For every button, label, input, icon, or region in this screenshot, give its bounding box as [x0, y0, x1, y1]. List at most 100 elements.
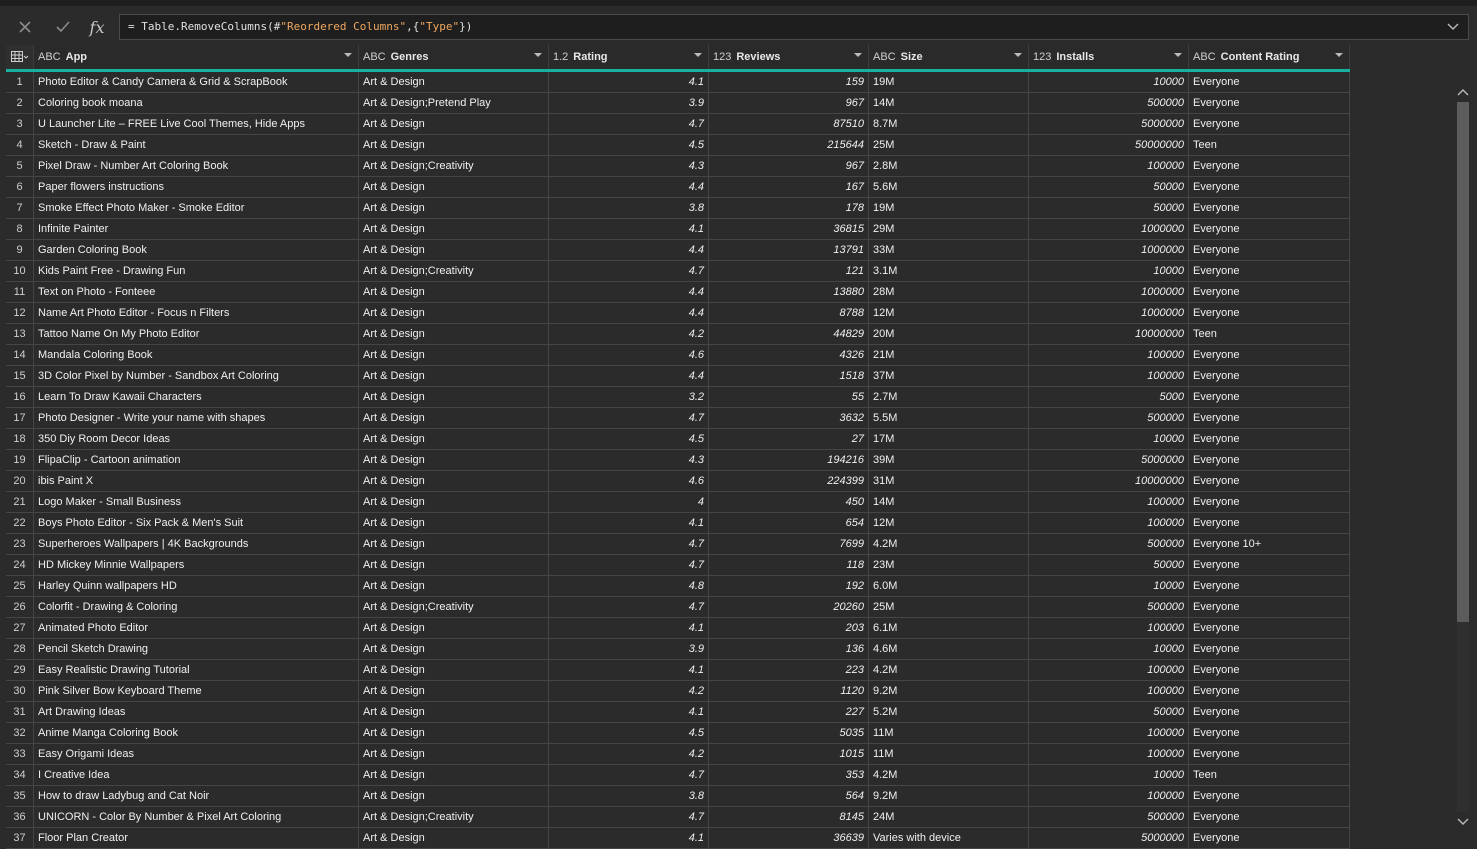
cell-installs[interactable]: 1000000: [1029, 303, 1189, 324]
cell-app[interactable]: Easy Origami Ideas: [34, 744, 359, 765]
cell-reviews[interactable]: 178: [709, 198, 869, 219]
cell-rating[interactable]: 4.7: [549, 555, 709, 576]
cell-rating[interactable]: 4.2: [549, 744, 709, 765]
cell-size[interactable]: 14M: [869, 492, 1029, 513]
cell-app[interactable]: HD Mickey Minnie Wallpapers: [34, 555, 359, 576]
cell-app[interactable]: Boys Photo Editor - Six Pack & Men's Sui…: [34, 513, 359, 534]
cell-rating[interactable]: 4.4: [549, 240, 709, 261]
cell-content-rating[interactable]: Everyone: [1189, 471, 1350, 492]
cell-installs[interactable]: 5000: [1029, 387, 1189, 408]
cell-genres[interactable]: Art & Design;Pretend Play: [359, 93, 549, 114]
cell-content-rating[interactable]: Everyone: [1189, 156, 1350, 177]
cell-size[interactable]: 19M: [869, 198, 1029, 219]
cell-app[interactable]: Tattoo Name On My Photo Editor: [34, 324, 359, 345]
cell-installs[interactable]: 5000000: [1029, 828, 1189, 849]
cell-app[interactable]: Photo Editor & Candy Camera & Grid & Scr…: [34, 72, 359, 93]
cell-genres[interactable]: Art & Design: [359, 450, 549, 471]
cell-size[interactable]: 31M: [869, 471, 1029, 492]
cell-genres[interactable]: Art & Design: [359, 471, 549, 492]
cell-reviews[interactable]: 1015: [709, 744, 869, 765]
cell-genres[interactable]: Art & Design: [359, 576, 549, 597]
row-number[interactable]: 21: [6, 492, 34, 513]
cell-rating[interactable]: 3.8: [549, 198, 709, 219]
row-number[interactable]: 9: [6, 240, 34, 261]
cell-app[interactable]: Mandala Coloring Book: [34, 345, 359, 366]
cell-app[interactable]: U Launcher Lite – FREE Live Cool Themes,…: [34, 114, 359, 135]
cell-rating[interactable]: 4.7: [549, 408, 709, 429]
cell-app[interactable]: Infinite Painter: [34, 219, 359, 240]
row-number[interactable]: 19: [6, 450, 34, 471]
cell-genres[interactable]: Art & Design;Creativity: [359, 597, 549, 618]
row-number[interactable]: 26: [6, 597, 34, 618]
cell-reviews[interactable]: 192: [709, 576, 869, 597]
cell-app[interactable]: Learn To Draw Kawaii Characters: [34, 387, 359, 408]
cell-installs[interactable]: 100000: [1029, 618, 1189, 639]
type-icon[interactable]: ABC: [38, 51, 61, 63]
cell-rating[interactable]: 4.6: [549, 471, 709, 492]
cell-genres[interactable]: Art & Design: [359, 618, 549, 639]
cell-content-rating[interactable]: Teen: [1189, 324, 1350, 345]
cell-reviews[interactable]: 450: [709, 492, 869, 513]
cell-genres[interactable]: Art & Design: [359, 786, 549, 807]
cell-rating[interactable]: 4.2: [549, 681, 709, 702]
cell-genres[interactable]: Art & Design: [359, 765, 549, 786]
cell-reviews[interactable]: 654: [709, 513, 869, 534]
cell-reviews[interactable]: 215644: [709, 135, 869, 156]
cell-genres[interactable]: Art & Design: [359, 534, 549, 555]
cell-reviews[interactable]: 20260: [709, 597, 869, 618]
cell-reviews[interactable]: 87510: [709, 114, 869, 135]
row-number[interactable]: 10: [6, 261, 34, 282]
cell-rating[interactable]: 3.2: [549, 387, 709, 408]
row-number[interactable]: 31: [6, 702, 34, 723]
cell-installs[interactable]: 1000000: [1029, 282, 1189, 303]
cell-installs[interactable]: 50000: [1029, 702, 1189, 723]
cell-genres[interactable]: Art & Design: [359, 723, 549, 744]
cell-rating[interactable]: 4.6: [549, 345, 709, 366]
row-number[interactable]: 29: [6, 660, 34, 681]
row-number[interactable]: 12: [6, 303, 34, 324]
cell-genres[interactable]: Art & Design: [359, 702, 549, 723]
cell-size[interactable]: 3.1M: [869, 261, 1029, 282]
cell-app[interactable]: Text on Photo - Fonteee: [34, 282, 359, 303]
cell-genres[interactable]: Art & Design: [359, 639, 549, 660]
cell-installs[interactable]: 10000: [1029, 576, 1189, 597]
cell-rating[interactable]: 4.3: [549, 450, 709, 471]
cell-content-rating[interactable]: Everyone: [1189, 639, 1350, 660]
cell-rating[interactable]: 3.9: [549, 639, 709, 660]
scroll-down-button[interactable]: [1455, 814, 1471, 830]
row-number[interactable]: 27: [6, 618, 34, 639]
cell-app[interactable]: 350 Diy Room Decor Ideas: [34, 429, 359, 450]
cell-reviews[interactable]: 3632: [709, 408, 869, 429]
cell-genres[interactable]: Art & Design: [359, 219, 549, 240]
cell-app[interactable]: Garden Coloring Book: [34, 240, 359, 261]
cell-installs[interactable]: 100000: [1029, 723, 1189, 744]
row-number[interactable]: 18: [6, 429, 34, 450]
cell-app[interactable]: Anime Manga Coloring Book: [34, 723, 359, 744]
cell-content-rating[interactable]: Everyone: [1189, 177, 1350, 198]
row-number[interactable]: 14: [6, 345, 34, 366]
cell-reviews[interactable]: 564: [709, 786, 869, 807]
cell-size[interactable]: 2.8M: [869, 156, 1029, 177]
cell-reviews[interactable]: 13880: [709, 282, 869, 303]
cell-size[interactable]: 5.6M: [869, 177, 1029, 198]
vertical-scrollbar[interactable]: [1455, 80, 1471, 835]
cell-size[interactable]: 5.5M: [869, 408, 1029, 429]
cell-installs[interactable]: 100000: [1029, 513, 1189, 534]
cell-genres[interactable]: Art & Design: [359, 492, 549, 513]
cell-installs[interactable]: 500000: [1029, 93, 1189, 114]
cell-content-rating[interactable]: Everyone: [1189, 282, 1350, 303]
cell-installs[interactable]: 100000: [1029, 681, 1189, 702]
cell-genres[interactable]: Art & Design;Creativity: [359, 261, 549, 282]
row-number[interactable]: 11: [6, 282, 34, 303]
cell-app[interactable]: UNICORN - Color By Number & Pixel Art Co…: [34, 807, 359, 828]
cell-app[interactable]: Logo Maker - Small Business: [34, 492, 359, 513]
cell-reviews[interactable]: 136: [709, 639, 869, 660]
cell-genres[interactable]: Art & Design;Creativity: [359, 807, 549, 828]
cell-size[interactable]: 4.2M: [869, 660, 1029, 681]
cell-installs[interactable]: 50000000: [1029, 135, 1189, 156]
cell-genres[interactable]: Art & Design: [359, 366, 549, 387]
cell-rating[interactable]: 4: [549, 492, 709, 513]
cell-size[interactable]: 24M: [869, 807, 1029, 828]
cell-app[interactable]: Kids Paint Free - Drawing Fun: [34, 261, 359, 282]
cell-genres[interactable]: Art & Design: [359, 387, 549, 408]
